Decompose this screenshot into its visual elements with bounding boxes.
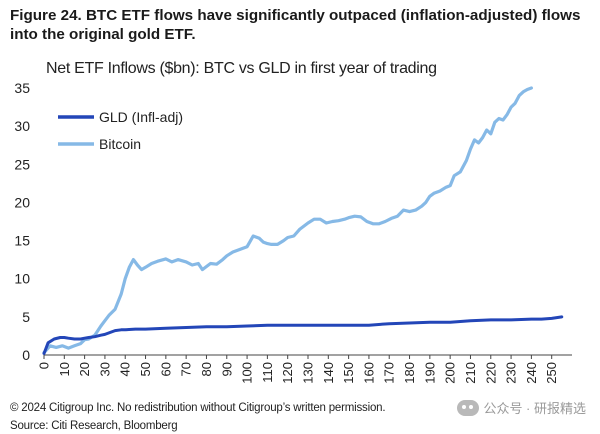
x-tick-label: 0 <box>37 362 52 369</box>
y-tick-label: 20 <box>14 194 30 210</box>
chart-legend: GLD (Infl-adj) Bitcoin <box>58 109 183 152</box>
watermark-text: 公众号 · 研报精选 <box>483 401 586 416</box>
x-tick-label: 170 <box>382 362 397 384</box>
x-tick-label: 150 <box>341 362 356 384</box>
series-layer <box>42 86 564 355</box>
x-tick-label: 160 <box>361 362 376 384</box>
x-tick-label: 250 <box>544 362 559 384</box>
legend-label: GLD (Infl-adj) <box>99 109 183 125</box>
copyright-note: © 2024 Citigroup Inc. No redistribution … <box>10 402 386 414</box>
y-tick-label: 30 <box>14 118 30 134</box>
x-tick-label: 120 <box>280 362 295 384</box>
series-line-gld <box>42 315 564 355</box>
x-tick-label: 80 <box>199 362 214 376</box>
x-tick-label: 100 <box>240 362 255 384</box>
x-tick-label: 130 <box>301 362 316 384</box>
y-tick-label: 5 <box>22 309 30 325</box>
x-tick-label: 30 <box>97 362 112 376</box>
chart-axes: 0 10 20 30 40 50 60 70 80 90 100 110 120 130 140 150 160… <box>14 80 572 384</box>
x-tick-label: 20 <box>77 362 92 376</box>
wechat-icon <box>457 399 480 416</box>
y-tick-label: 35 <box>14 80 30 96</box>
x-tick-label: 200 <box>443 362 458 384</box>
x-tick-label: 70 <box>179 362 194 376</box>
legend-label: Bitcoin <box>99 136 141 152</box>
figure-title: Figure 24. BTC ETF flows have significan… <box>10 7 581 43</box>
x-tick-label: 110 <box>260 362 275 383</box>
x-tick-label: 240 <box>524 362 539 384</box>
x-tick-label: 10 <box>57 362 72 376</box>
x-tick-label: 210 <box>463 362 478 384</box>
x-tick-label: 230 <box>504 362 519 384</box>
x-tick-label: 180 <box>402 362 417 384</box>
x-tick-label: 40 <box>118 362 133 376</box>
y-tick-label: 0 <box>22 347 30 363</box>
x-tick-label: 140 <box>321 362 336 384</box>
y-tick-label: 25 <box>14 156 30 172</box>
x-tick-label: 90 <box>219 362 234 376</box>
x-tick-label: 50 <box>138 362 153 376</box>
watermark: 公众号 · 研报精选 <box>457 398 586 417</box>
series-line-bitcoin <box>42 86 534 355</box>
source-note: Source: Citi Research, Bloomberg <box>10 420 178 432</box>
x-tick-label: 190 <box>422 362 437 384</box>
y-tick-label: 15 <box>14 233 30 249</box>
x-tick-label: 220 <box>483 362 498 384</box>
chart-title: Net ETF Inflows ($bn): BTC vs GLD in fir… <box>46 60 437 77</box>
y-tick-label: 10 <box>14 271 30 287</box>
x-tick-label: 60 <box>158 362 173 376</box>
